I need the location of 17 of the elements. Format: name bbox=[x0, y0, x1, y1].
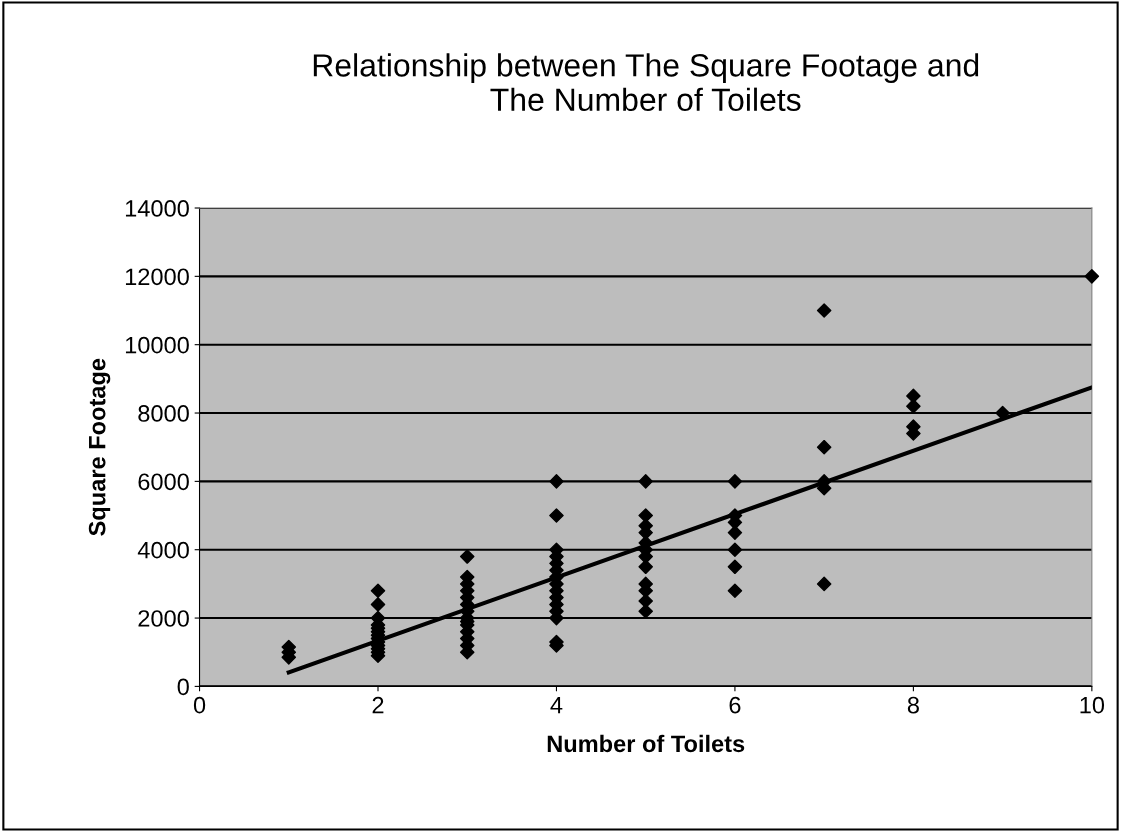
y-axis-title: Square Footage bbox=[88, 358, 111, 536]
y-tick-label: 10000 bbox=[125, 336, 189, 354]
y-tick-label: 2000 bbox=[138, 610, 189, 627]
x-axis-title: Number of Toilets bbox=[547, 734, 745, 753]
y-tick-label: 12000 bbox=[125, 268, 189, 286]
y-tick-label: 4000 bbox=[137, 541, 189, 559]
chart-title: Relationship between The Square Footage and The Number of Toilets bbox=[313, 53, 979, 112]
y-tick-label: 0 bbox=[177, 678, 189, 696]
y-tick-label: 14000 bbox=[125, 200, 189, 217]
x-tick-label: 8 bbox=[907, 696, 919, 714]
x-tick-label: 2 bbox=[372, 696, 384, 714]
x-tick-label: 0 bbox=[193, 696, 206, 714]
x-tick-label: 6 bbox=[729, 696, 741, 714]
y-tick-label: 6000 bbox=[138, 473, 189, 491]
x-tick-label: 4 bbox=[550, 696, 563, 714]
x-tick-label: 10 bbox=[1080, 696, 1105, 714]
y-tick-label: 8000 bbox=[138, 405, 189, 422]
